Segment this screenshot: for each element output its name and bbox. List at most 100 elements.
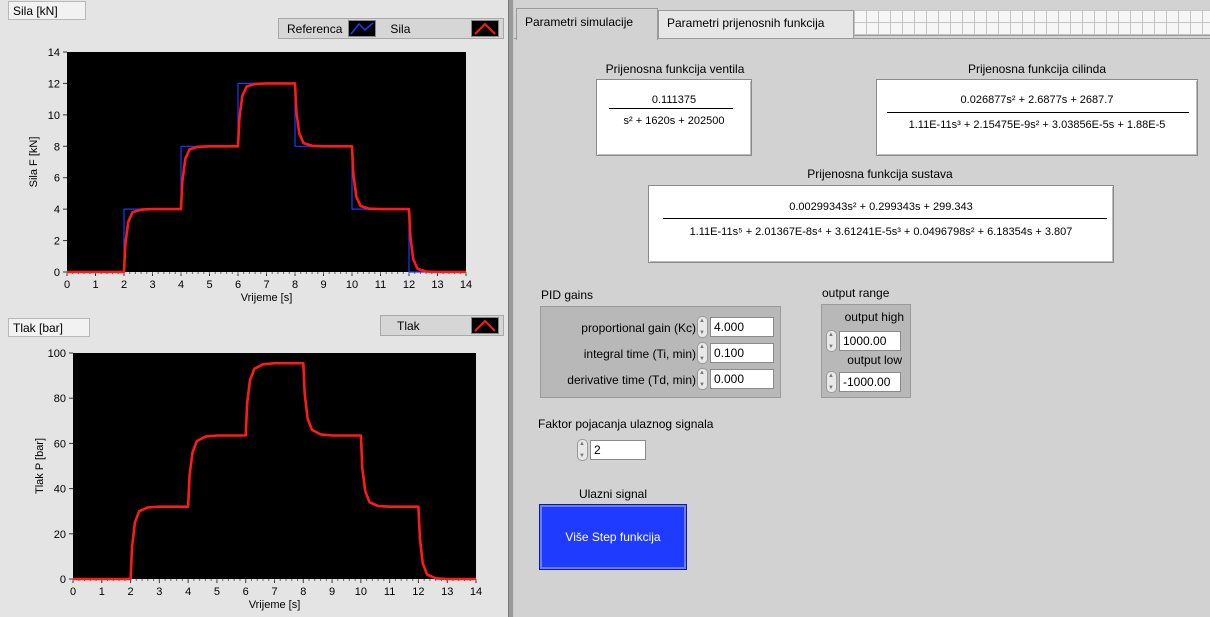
x-tick-label: 7 (271, 586, 277, 598)
ti-spinner[interactable] (697, 342, 708, 364)
x-tick-label: 0 (64, 279, 70, 291)
tf-cyl-display: 0.026877s² + 2.6877s + 2687.7 1.11E-11s³… (876, 79, 1198, 156)
gain-spinner[interactable] (577, 439, 588, 461)
output-range-cluster: output high 1000.00 output low -1000.00 (821, 304, 911, 398)
gain-input[interactable]: 2 (590, 440, 646, 460)
legend-label-tlak: Tlak (397, 318, 420, 333)
kc-input[interactable]: 4.000 (710, 317, 774, 337)
x-tick-label: 3 (156, 586, 162, 598)
x-tick-label: 7 (263, 279, 269, 291)
legend-label-sila: Sila (390, 21, 411, 36)
y-tick-label: 0 (54, 267, 60, 279)
tf-sys-display: 0.00299343s² + 0.299343s + 299.343 1.11E… (648, 185, 1114, 263)
x-tick-label: 10 (355, 586, 367, 598)
x-axis-label: Vrijeme [s] (249, 599, 301, 611)
y-tick-label: 6 (54, 173, 60, 185)
line-icon (474, 22, 496, 35)
y-tick-label: 20 (54, 529, 66, 541)
y-tick-label: 8 (54, 141, 60, 153)
x-tick-label: 13 (431, 279, 443, 291)
ti-input[interactable]: 0.100 (710, 343, 774, 363)
tf-valve-denominator: s² + 1620s + 202500 (623, 115, 725, 127)
line-icon (474, 319, 496, 332)
x-tick-label: 9 (320, 279, 326, 291)
tab-parametri-prijenosnih-funkcija[interactable]: Parametri prijenosnih funkcija (658, 10, 854, 38)
x-tick-label: 14 (470, 586, 482, 598)
fraction-bar (663, 218, 1107, 219)
x-tick-label: 5 (214, 586, 220, 598)
x-tick-label: 10 (346, 279, 358, 291)
y-tick-label: 2 (54, 236, 60, 248)
x-tick-label: 5 (206, 279, 212, 291)
kc-spinner[interactable] (697, 316, 708, 338)
x-axis-label: Vrijeme [s] (241, 292, 293, 304)
x-tick-label: 11 (384, 586, 395, 598)
output-low-input[interactable]: -1000.00 (839, 372, 901, 392)
output-high-label: output high (844, 310, 904, 324)
plot-area (73, 353, 476, 579)
x-tick-label: 4 (178, 279, 184, 291)
x-tick-label: 14 (460, 279, 472, 291)
y-axis-label: Tlak P [bar] (34, 438, 46, 494)
pid-title: PID gains (541, 288, 594, 302)
td-input[interactable]: 0.000 (710, 369, 774, 389)
x-tick-label: 6 (243, 586, 249, 598)
output-high-input[interactable]: 1000.00 (839, 331, 901, 351)
tab-parametri-simulacije[interactable]: Parametri simulacije (516, 8, 658, 40)
y-tick-label: 12 (48, 78, 60, 90)
output-range-title: output range (822, 286, 890, 300)
x-tick-label: 12 (412, 586, 424, 598)
x-tick-label: 11 (375, 279, 386, 291)
y-tick-label: 14 (48, 47, 60, 59)
x-tick-label: 1 (99, 586, 105, 598)
fraction-bar (609, 108, 733, 109)
tf-valve-display: 0.111375 s² + 1620s + 202500 (596, 79, 752, 156)
x-tick-label: 8 (300, 586, 306, 598)
tf-cyl-label: Prijenosna funkcija cilinda (967, 62, 1107, 76)
plot-area (67, 52, 466, 272)
y-tick-label: 80 (54, 393, 66, 405)
td-spinner[interactable] (697, 368, 708, 390)
input-signal-label: Ulazni signal (578, 487, 648, 501)
x-tick-label: 0 (70, 586, 76, 598)
x-tick-label: 6 (235, 279, 241, 291)
y-tick-label: 60 (54, 438, 66, 450)
gain-label: Faktor pojacanja ulaznog signala (538, 417, 714, 431)
x-tick-label: 13 (441, 586, 453, 598)
series-line-sila (67, 82, 466, 274)
pid-gains-cluster: proportional gain (Kc) 4.000 integral ti… (540, 306, 781, 398)
legend-swatch-referenca[interactable] (348, 20, 377, 37)
y-tick-label: 4 (54, 204, 60, 216)
y-tick-label: 10 (48, 110, 60, 122)
x-tick-label: 1 (92, 279, 98, 291)
x-tick-label: 12 (403, 279, 415, 291)
legend-swatch-sila[interactable] (471, 20, 499, 37)
series-line-tlak (73, 361, 476, 581)
tf-cyl-denominator: 1.11E-11s³ + 2.15475E-9s² + 3.03856E-5s … (908, 119, 1166, 131)
tf-sys-label: Prijenosna funkcija sustava (807, 167, 953, 181)
ti-label: integral time (Ti, min) (583, 347, 696, 361)
chart1-title: Sila [kN] (8, 1, 86, 20)
fraction-bar (887, 112, 1189, 113)
y-tick-label: 100 (48, 348, 66, 360)
y-tick-label: 0 (60, 574, 66, 586)
output-low-spinner[interactable] (826, 371, 837, 393)
pane-divider[interactable] (508, 0, 514, 617)
step-function-button[interactable]: Više Step funkcija (540, 505, 686, 569)
tab-bar-empty (854, 10, 1210, 36)
tf-valve-numerator: 0.111375 (651, 94, 697, 106)
y-tick-label: 40 (54, 484, 66, 496)
tf-valve-label: Prijenosna funkcija ventila (605, 62, 745, 76)
x-tick-label: 9 (329, 586, 335, 598)
line-icon (350, 22, 374, 35)
x-tick-label: 2 (128, 586, 134, 598)
chart2-legend: Tlak (380, 315, 504, 336)
tab-bar: Parametri simulacije Parametri prijenosn… (514, 8, 1210, 40)
legend-swatch-tlak[interactable] (471, 317, 499, 334)
y-axis-label: Sila F [kN] (28, 137, 40, 188)
output-high-spinner[interactable] (826, 330, 837, 352)
kc-label: proportional gain (Kc) (581, 321, 696, 335)
tf-cyl-numerator: 0.026877s² + 2.6877s + 2687.7 (960, 94, 1114, 106)
